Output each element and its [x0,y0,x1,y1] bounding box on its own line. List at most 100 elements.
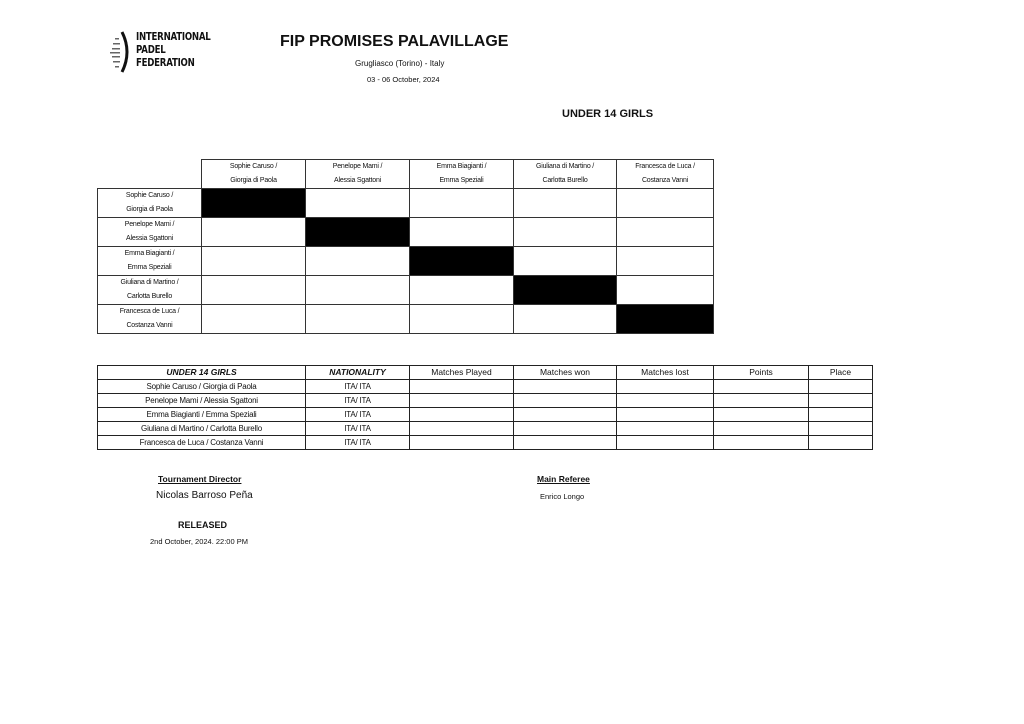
matrix-score-cell [616,217,714,247]
standings-row: Sophie Caruso / Giorgia di Paola ITA/ ITA [97,379,873,394]
matrix-score-cell [616,246,714,276]
category-title: UNDER 14 GIRLS [562,108,654,120]
standings-row: Penelope Mami / Alessia Sgattoni ITA/ ITA [97,393,873,408]
team-line: Francesca de Luca / [119,308,180,315]
matches-played-cell [409,393,514,408]
logo-line: FEDERATION [136,57,195,69]
tournament-title: FIP PROMISES PALAVILLAGE [280,33,509,50]
place-cell [808,435,873,450]
standings-row: Francesca de Luca / Costanza Vanni ITA/ I… [97,435,873,450]
matrix-score-cell [513,188,617,218]
standings-header-row: UNDER 14 GIRLS NATIONALITY Matches Played M… [97,365,873,380]
standings-column-header: Matches won [513,365,617,380]
matrix-score-cell [409,188,514,218]
matches-played-cell [409,435,514,450]
standings-column-header: NATIONALITY [305,365,410,380]
matrix-row-header: Emma Biagianti / Emma Speziali [97,246,202,276]
matrix-row-header: Giuliana di Martino / Carlotta Burello [97,275,202,305]
matrix-row-header: Francesca de Luca / Costanza Vanni [97,304,202,334]
matrix-column-header: Emma Biagianti / Emma Speziali [409,159,514,189]
team-name: Emma Biagianti / Emma Speziali [97,407,306,422]
matches-lost-cell [616,379,714,394]
points-cell [713,435,809,450]
standings-row: Giuliana di Martino / Carlotta Burello IT… [97,421,873,436]
matches-lost-cell [616,407,714,422]
team-line: Sophie Caruso / [229,163,278,170]
tournament-dates: 03 - 06 October, 2024 [367,75,440,84]
matrix-score-cell [616,275,714,305]
matches-lost-cell [616,435,714,450]
main-referee-label: Main Referee [537,474,590,484]
standings-column-header: Place [808,365,873,380]
team-line: Carlotta Burello [126,293,173,300]
released-date: 2nd October, 2024. 22:00 PM [150,537,248,546]
points-cell [713,407,809,422]
matrix-score-cell [513,217,617,247]
matrix-score-cell [513,304,617,334]
team-line: Alessia Sgattoni [334,177,381,184]
team-line: Giorgia di Paola [230,177,277,184]
nationality: ITA/ ITA [305,421,410,436]
matrix-score-cell [305,275,410,305]
matrix-column-header: Penelope Mami / Alessia Sgattoni [305,159,410,189]
standings-column-header: Points [713,365,809,380]
team-line: Sophie Caruso / [125,192,174,199]
standings-row: Emma Biagianti / Emma Speziali ITA/ ITA [97,407,873,422]
matrix-row: Giuliana di Martino / Carlotta Burello [97,275,714,305]
team-line: Penelope Mami / [124,221,175,228]
team-line: Costanza Vanni [126,322,173,329]
logo-line: PADEL [136,44,166,56]
points-cell [713,393,809,408]
matches-lost-cell [616,393,714,408]
matrix-column-header: Giuliana di Martino / Carlotta Burello [513,159,617,189]
team-line: Francesca de Luca / [635,163,695,170]
team-line: Emma Speziali [439,177,484,184]
team-line: Giorgia di Paola [126,206,173,213]
released-label: RELEASED [178,520,228,530]
matrix-row-header: Penelope Mami / Alessia Sgattoni [97,217,202,247]
matrix-column-header: Sophie Caruso / Giorgia di Paola [201,159,306,189]
matrix-corner [98,160,202,189]
round-robin-matrix: Sophie Caruso / Giorgia di Paola Penelope … [97,159,714,334]
team-line: Giuliana di Martino / [535,163,595,170]
matrix-score-cell [201,304,306,334]
nationality: ITA/ ITA [305,407,410,422]
standings-column-header: UNDER 14 GIRLS [97,365,306,380]
matches-won-cell [513,379,617,394]
nationality: ITA/ ITA [305,435,410,450]
matrix-score-cell [201,217,306,247]
matches-played-cell [409,421,514,436]
matrix-row: Penelope Mami / Alessia Sgattoni [97,217,714,247]
matrix-score-cell [409,304,514,334]
team-line: Costanza Vanni [641,177,689,184]
points-cell [713,421,809,436]
matrix-row-header: Sophie Caruso / Giorgia di Paola [97,188,202,218]
tournament-location: Grugliasco (Torino) - Italy [355,59,445,68]
fip-logo: INTERNATIONAL PADEL FEDERATION [110,30,211,74]
place-cell [808,393,873,408]
place-cell [808,379,873,394]
team-line: Emma Biagianti / [436,163,487,170]
matches-won-cell [513,421,617,436]
nationality: ITA/ ITA [305,393,410,408]
matrix-row: Francesca de Luca / Costanza Vanni [97,304,714,334]
team-line: Giuliana di Martino / [120,279,179,286]
matrix-blocked-cell [409,246,514,276]
matrix-score-cell [305,246,410,276]
team-name: Penelope Mami / Alessia Sgattoni [97,393,306,408]
matrix-header-row: Sophie Caruso / Giorgia di Paola Penelope … [98,159,714,189]
matrix-row: Emma Biagianti / Emma Speziali [97,246,714,276]
matrix-blocked-cell [201,188,306,218]
matrix-blocked-cell [305,217,410,247]
standings-table: UNDER 14 GIRLS NATIONALITY Matches Played M… [97,365,873,450]
tournament-director-name: Nicolas Barroso Peña [156,490,253,501]
standings-column-header: Matches Played [409,365,514,380]
team-name: Francesca de Luca / Costanza Vanni [97,435,306,450]
matrix-score-cell [513,246,617,276]
team-name: Sophie Caruso / Giorgia di Paola [97,379,306,394]
matrix-row: Sophie Caruso / Giorgia di Paola [97,188,714,218]
matrix-score-cell [201,275,306,305]
standings-column-header: Matches lost [616,365,714,380]
logo-mark-icon [110,31,129,73]
nationality: ITA/ ITA [305,379,410,394]
